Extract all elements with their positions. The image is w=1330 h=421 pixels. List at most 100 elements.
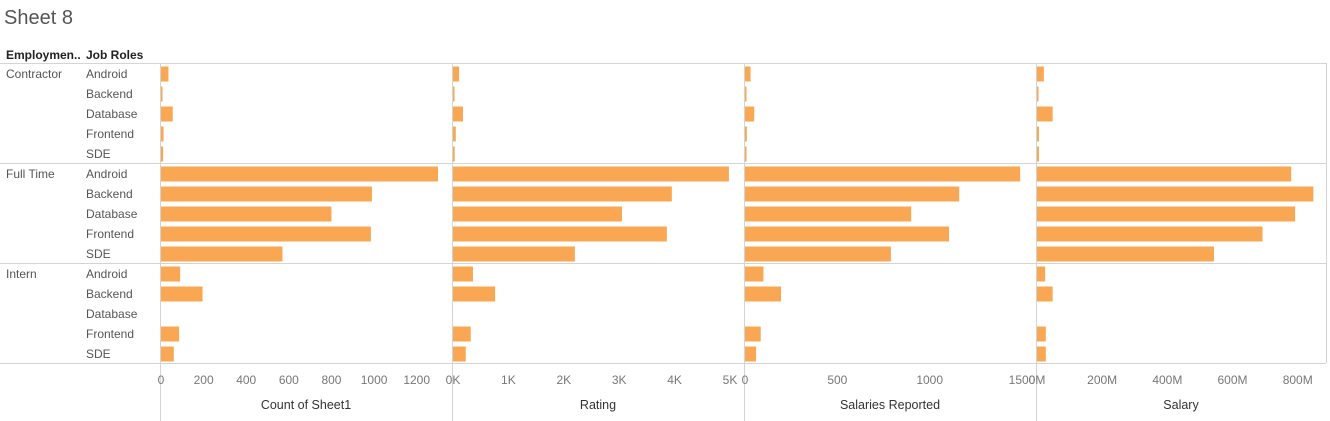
sheet-title: Sheet 8	[4, 7, 73, 29]
bar[interactable]	[1037, 326, 1046, 342]
bar[interactable]	[453, 326, 471, 342]
bar[interactable]	[453, 126, 456, 142]
bar[interactable]	[161, 326, 180, 342]
bar[interactable]	[1037, 226, 1263, 242]
bar[interactable]	[1037, 286, 1053, 302]
tick-label: 1K	[501, 373, 516, 387]
bar[interactable]	[453, 86, 455, 102]
job-role-label[interactable]: Backend	[86, 287, 133, 301]
bar[interactable]	[745, 286, 782, 302]
bar[interactable]	[1037, 106, 1053, 122]
bar[interactable]	[161, 346, 174, 362]
bar[interactable]	[453, 166, 729, 182]
job-role-label[interactable]: SDE	[86, 147, 111, 161]
bar[interactable]	[161, 206, 332, 222]
bar[interactable]	[1037, 246, 1214, 262]
bar[interactable]	[161, 286, 203, 302]
job-role-label[interactable]: SDE	[86, 347, 111, 361]
bar[interactable]	[161, 246, 283, 262]
tick-label: 400M	[1152, 373, 1182, 387]
tick-label: 1200	[403, 373, 430, 387]
axis-title[interactable]: Salary	[1163, 398, 1199, 412]
job-role-label[interactable]: Android	[86, 67, 127, 81]
bar[interactable]	[453, 206, 622, 222]
tick-label: 1000	[361, 373, 388, 387]
job-role-label[interactable]: Frontend	[86, 227, 134, 241]
axis-title[interactable]: Salaries Reported	[840, 398, 940, 412]
bar[interactable]	[161, 186, 372, 202]
tick-label: 200	[194, 373, 214, 387]
bar[interactable]	[161, 226, 371, 242]
job-role-label[interactable]: Database	[86, 307, 138, 321]
tick-label: 800M	[1283, 373, 1313, 387]
tick-label: 400	[236, 373, 256, 387]
axis-title[interactable]: Count of Sheet1	[261, 398, 351, 412]
bar[interactable]	[1037, 86, 1039, 102]
bar[interactable]	[1037, 266, 1046, 282]
bar[interactable]	[1037, 126, 1039, 142]
tick-label: 1500	[1009, 373, 1036, 387]
bar[interactable]	[1037, 206, 1296, 222]
bar[interactable]	[745, 326, 761, 342]
bar[interactable]	[453, 146, 455, 162]
bar[interactable]	[1037, 146, 1039, 162]
bar[interactable]	[453, 246, 575, 262]
bar[interactable]	[745, 86, 747, 102]
job-role-label[interactable]: SDE	[86, 247, 111, 261]
bar[interactable]	[161, 106, 173, 122]
job-role-label[interactable]: Database	[86, 207, 138, 221]
bar[interactable]	[745, 126, 747, 142]
bar[interactable]	[745, 346, 757, 362]
bar[interactable]	[745, 206, 912, 222]
tick-label: 200M	[1087, 373, 1117, 387]
bar[interactable]	[745, 166, 1021, 182]
employment-label[interactable]: Contractor	[6, 67, 62, 81]
bar[interactable]	[1037, 346, 1046, 362]
tick-label: 3K	[612, 373, 627, 387]
job-role-label[interactable]: Android	[86, 267, 127, 281]
bar[interactable]	[745, 266, 764, 282]
bar[interactable]	[453, 346, 466, 362]
bar[interactable]	[161, 166, 438, 182]
job-role-label[interactable]: Backend	[86, 187, 133, 201]
bar[interactable]	[161, 146, 164, 162]
job-role-label[interactable]: Database	[86, 107, 138, 121]
tick-label: 500	[827, 373, 847, 387]
bar[interactable]	[161, 266, 181, 282]
bar[interactable]	[161, 86, 163, 102]
tick-label: 0	[742, 373, 749, 387]
bar[interactable]	[1037, 186, 1314, 202]
bar[interactable]	[1037, 166, 1292, 182]
bar[interactable]	[453, 186, 672, 202]
bar[interactable]	[745, 226, 950, 242]
bar[interactable]	[745, 106, 755, 122]
job-role-label[interactable]: Backend	[86, 87, 133, 101]
bar[interactable]	[453, 286, 496, 302]
bar[interactable]	[745, 66, 751, 82]
job-roles-header[interactable]: Job Roles	[86, 48, 144, 62]
job-role-label[interactable]: Android	[86, 167, 127, 181]
bar[interactable]	[161, 126, 164, 142]
employment-header[interactable]: Employmen..	[6, 48, 81, 62]
employment-label[interactable]: Full Time	[6, 167, 55, 181]
bar[interactable]	[745, 186, 960, 202]
axis-title[interactable]: Rating	[580, 398, 616, 412]
bar[interactable]	[161, 66, 169, 82]
tick-label: 0	[158, 373, 165, 387]
job-role-label[interactable]: Frontend	[86, 127, 134, 141]
bar[interactable]	[453, 266, 473, 282]
bar[interactable]	[453, 226, 667, 242]
bar[interactable]	[745, 246, 891, 262]
tick-label: 600	[279, 373, 299, 387]
employment-label[interactable]: Intern	[6, 267, 37, 281]
bar[interactable]	[453, 66, 460, 82]
bar[interactable]	[745, 146, 747, 162]
job-role-label[interactable]: Frontend	[86, 327, 134, 341]
tick-label: 0M	[1029, 373, 1046, 387]
tick-label: 600M	[1218, 373, 1248, 387]
tick-label: 800	[321, 373, 341, 387]
tick-label: 0K	[446, 373, 461, 387]
bar[interactable]	[1037, 66, 1044, 82]
bar[interactable]	[453, 106, 463, 122]
